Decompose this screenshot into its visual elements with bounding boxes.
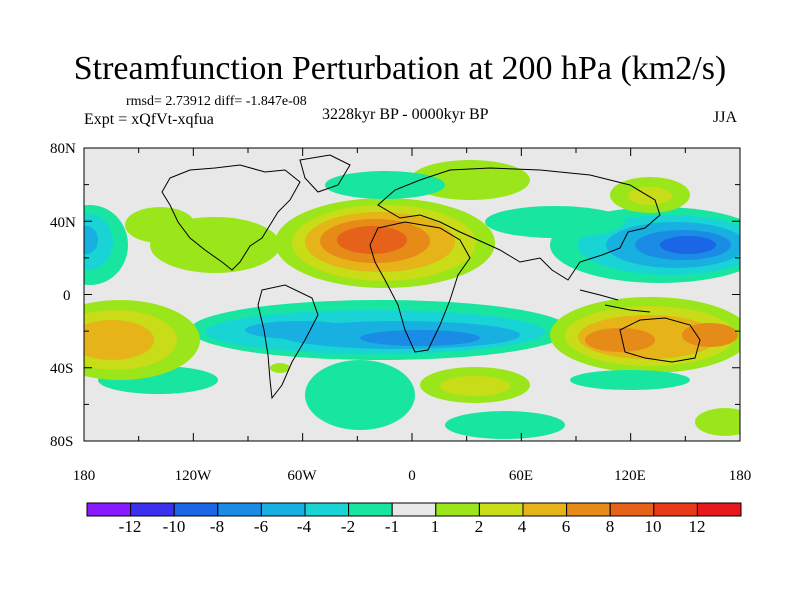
anomaly-s-indian [440,376,510,396]
colorbar-label: -8 [209,517,225,536]
colorbar-label: -6 [253,517,269,536]
colorbar-label: -10 [162,517,186,536]
coast-indonesia [579,289,651,313]
anomaly-n-africa [125,207,195,243]
colorbar-label: -2 [340,517,356,536]
lat-label: 80N [50,141,76,157]
colorbar-label: -4 [296,517,312,536]
colorbar-swatch [173,502,219,517]
coast-north-america [161,164,301,271]
contour-fields [84,160,740,439]
colorbar-label: 6 [561,517,571,536]
lon-label: 180 [728,468,752,484]
anomaly-s-indian [445,411,565,439]
colorbar-label: 2 [474,517,484,536]
colorbar-swatch [653,502,698,517]
lat-label: 80S [50,434,74,450]
season-label: JJA [713,109,738,126]
lon-label: 60E [508,468,534,484]
colorbar-swatch [130,502,175,517]
colorbar-label: 12 [688,517,706,536]
experiment-label: Expt = xQfVt-xqfua [84,111,214,128]
page-title: Streamfunction Perturbation at 200 hPa (… [73,50,727,87]
coastlines [161,154,701,400]
anomaly-australia [570,370,690,390]
anomaly-ross [270,363,290,373]
anomaly-australia [682,323,738,347]
colorbar-swatch [217,502,262,517]
colorbar-label: -1 [384,517,400,536]
anomaly-ross [695,408,740,436]
stats-label: rmsd= 2.73912 diff= -1.847e-08 [126,94,307,109]
coast-south-america [257,284,319,400]
lon-label: 120W [174,468,212,484]
colorbar-swatch [696,502,742,517]
colorbar-swatch [478,502,524,517]
colorbar-swatch [609,502,655,517]
anomaly-arctic [485,206,625,238]
coast-eurasia [377,167,661,281]
coast-africa [369,221,471,353]
colorbar-swatch [348,502,393,517]
anomaly-nw-pacific [660,236,716,254]
colorbar-swatch [522,502,568,517]
colorbar-swatch [435,502,480,517]
colorbar-label: 10 [644,517,662,536]
anomaly-s-band [305,360,415,430]
period-label: 3228kyr BP - 0000kyr BP [322,106,489,123]
anomaly-australia [585,328,655,352]
colorbar-label: 4 [517,517,527,536]
lat-label: 40S [50,361,74,377]
lon-label: 60W [287,468,317,484]
colorbar-swatch [391,502,437,517]
anomaly-s-band [360,330,480,346]
colorbar-swatch [260,502,306,517]
anomaly-s-band [245,321,355,339]
lat-label: 40N [50,215,76,231]
anomaly-dateline [84,226,98,254]
coast-greenland [299,154,351,193]
anomaly-arctic [628,187,672,205]
lat-label: 0 [63,288,71,304]
colorbar [86,502,742,517]
lon-label: 120E [614,468,646,484]
lon-label: 0 [408,468,416,484]
colorbar-label: 1 [430,517,440,536]
colorbar-swatch [566,502,611,517]
colorbar-label: -12 [118,517,142,536]
anomaly-s-pacific [84,320,154,360]
lon-label: 180 [72,468,96,484]
colorbar-label: 8 [605,517,615,536]
axis-ticks [83,147,741,442]
colorbar-swatch [304,502,350,517]
colorbar-swatch [86,502,132,517]
coast-australia [619,317,701,363]
anomaly-arctic [325,171,445,199]
